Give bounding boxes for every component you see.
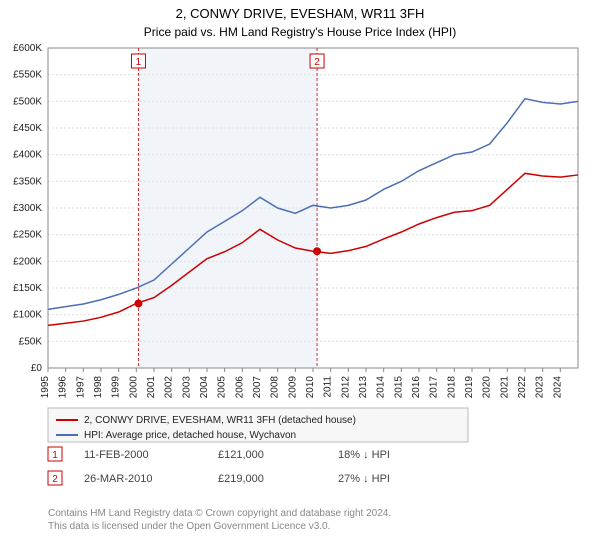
sale-row-delta: 27% ↓ HPI <box>338 473 390 485</box>
x-tick-label: 2008 <box>270 376 281 399</box>
x-tick-label: 2005 <box>217 376 228 399</box>
sale-marker-number: 1 <box>136 57 142 68</box>
x-tick-label: 2019 <box>464 376 475 399</box>
x-tick-label: 2017 <box>429 376 440 399</box>
y-tick-label: £400K <box>13 150 42 161</box>
legend-label: 2, CONWY DRIVE, EVESHAM, WR11 3FH (detac… <box>84 415 356 426</box>
sale-row-price: £121,000 <box>218 449 264 461</box>
x-tick-label: 2022 <box>517 376 528 399</box>
x-tick-label: 1999 <box>111 376 122 399</box>
y-tick-label: £500K <box>13 96 42 107</box>
sale-row-number: 2 <box>52 474 58 485</box>
x-tick-label: 1996 <box>58 376 69 399</box>
x-tick-label: 2014 <box>376 376 387 399</box>
x-tick-label: 2000 <box>128 376 139 399</box>
x-tick-label: 2002 <box>164 376 175 399</box>
legend-label: HPI: Average price, detached house, Wych… <box>84 430 296 441</box>
x-tick-label: 2007 <box>252 376 263 399</box>
x-tick-label: 2004 <box>199 376 210 399</box>
sale-dot <box>313 247 321 255</box>
sale-row-date: 11-FEB-2000 <box>84 449 149 461</box>
sale-row-price: £219,000 <box>218 473 264 485</box>
x-tick-label: 2001 <box>146 376 157 399</box>
x-tick-label: 1995 <box>40 376 51 399</box>
sale-row-number: 1 <box>52 450 58 461</box>
y-tick-label: £600K <box>13 43 42 54</box>
y-tick-label: £550K <box>13 70 42 81</box>
y-tick-label: £450K <box>13 123 42 134</box>
x-tick-label: 2020 <box>482 376 493 399</box>
x-tick-label: 2009 <box>287 376 298 399</box>
x-tick-label: 2003 <box>181 376 192 399</box>
x-tick-label: 2012 <box>340 376 351 399</box>
sale-dot <box>134 299 142 307</box>
y-tick-label: £50K <box>19 336 43 347</box>
x-tick-label: 2011 <box>323 376 334 398</box>
x-tick-label: 2015 <box>393 376 404 399</box>
x-tick-label: 2021 <box>499 376 510 399</box>
sale-marker-number: 2 <box>314 57 320 68</box>
x-tick-label: 2013 <box>358 376 369 399</box>
y-tick-label: £350K <box>13 176 42 187</box>
y-tick-label: £250K <box>13 230 42 241</box>
price-chart: 2, CONWY DRIVE, EVESHAM, WR11 3FH Price p… <box>0 0 600 560</box>
footer-line-1: Contains HM Land Registry data © Crown c… <box>48 508 391 519</box>
x-tick-label: 2018 <box>446 376 457 399</box>
y-tick-label: £100K <box>13 310 42 321</box>
x-tick-label: 2010 <box>305 376 316 399</box>
chart-title: 2, CONWY DRIVE, EVESHAM, WR11 3FH <box>176 6 425 21</box>
x-tick-label: 2016 <box>411 376 422 399</box>
y-tick-label: £200K <box>13 256 42 267</box>
x-tick-label: 2023 <box>535 376 546 399</box>
sale-row-delta: 18% ↓ HPI <box>338 449 390 461</box>
chart-subtitle: Price paid vs. HM Land Registry's House … <box>144 25 456 39</box>
x-tick-label: 2006 <box>234 376 245 399</box>
x-tick-label: 1997 <box>75 376 86 399</box>
y-tick-label: £0 <box>31 363 43 374</box>
x-tick-label: 1998 <box>93 376 104 399</box>
footer-line-2: This data is licensed under the Open Gov… <box>48 521 330 532</box>
x-tick-label: 2024 <box>552 376 563 399</box>
y-tick-label: £150K <box>13 283 42 294</box>
y-tick-label: £300K <box>13 203 42 214</box>
sale-row-date: 26-MAR-2010 <box>84 473 152 485</box>
